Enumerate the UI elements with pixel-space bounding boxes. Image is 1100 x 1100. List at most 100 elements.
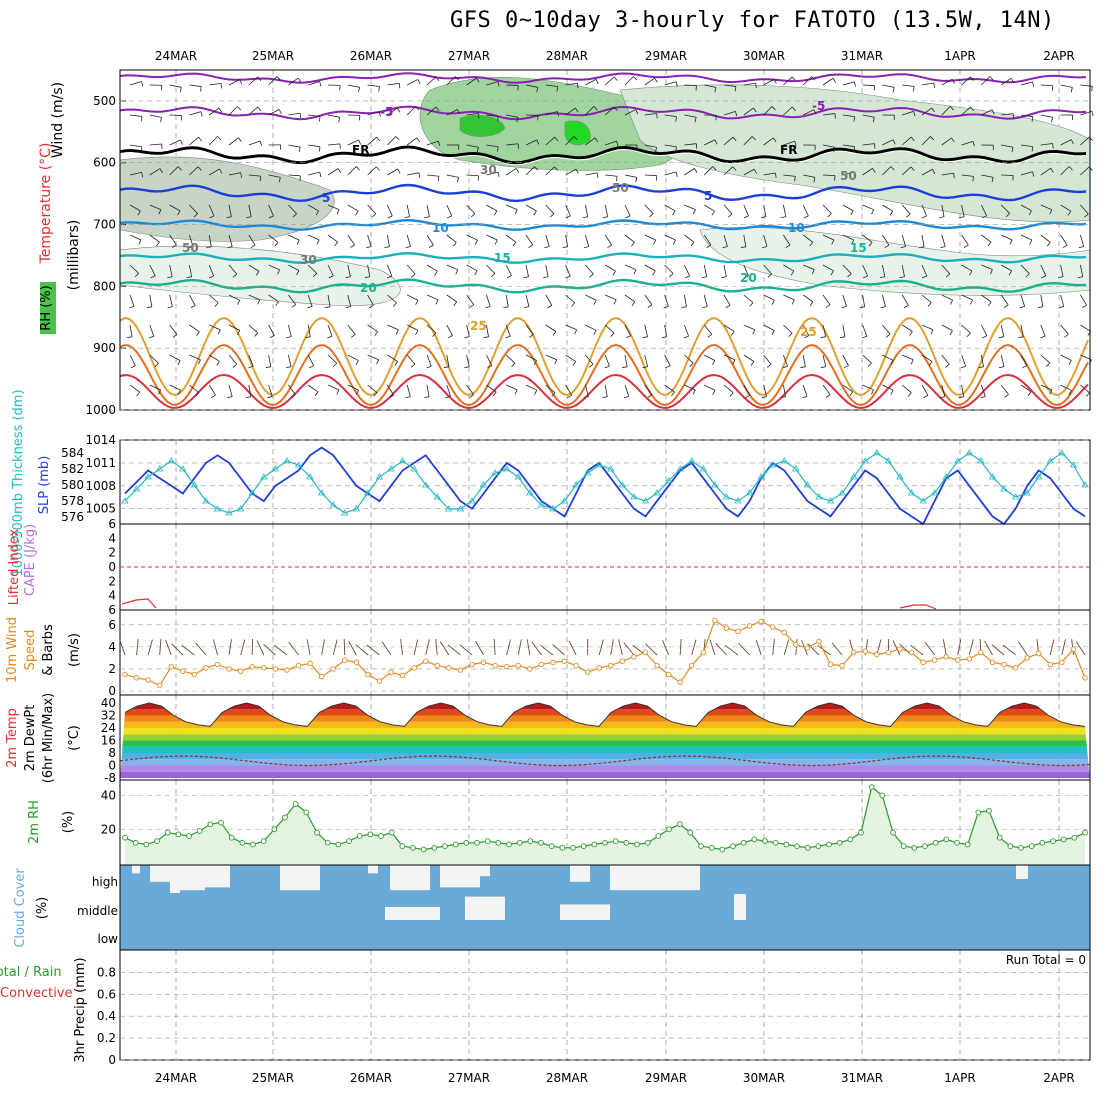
wind10-speed-point — [850, 649, 857, 656]
wind10-barb — [413, 639, 419, 656]
upper-wind-barb-flag — [853, 171, 856, 177]
wind10-speed-point — [874, 651, 880, 658]
wind10-barb — [691, 639, 697, 656]
upper-wind-barb — [1080, 204, 1089, 215]
rh2m-point — [484, 838, 491, 844]
upper-wind-barb — [803, 264, 815, 271]
upper-wind-barb — [882, 139, 894, 146]
upper-wind-barb — [387, 82, 400, 86]
thickness-marker — [294, 461, 303, 468]
wind10-speed-point — [330, 666, 336, 672]
upper-wind-barb — [822, 384, 831, 395]
wind10-speed-point — [527, 666, 533, 672]
upper-wind-barb-flag — [267, 396, 273, 399]
thickness-marker — [664, 477, 673, 484]
upper-wind-barb — [387, 264, 393, 277]
upper-wind-barb — [189, 324, 200, 332]
upper-wind-barb-flag — [371, 213, 377, 218]
upper-wind-barb — [347, 84, 360, 88]
upper-wind-barb-flag — [847, 273, 852, 278]
ylabel-temp-a: 2m Temp — [5, 708, 20, 768]
upper-wind-barb — [169, 384, 181, 391]
upper-wind-barb — [466, 324, 470, 337]
upper-wind-barb — [842, 114, 855, 118]
upper-wind-barb — [525, 166, 535, 176]
upper-wind-barb — [327, 294, 331, 307]
isotherm-5 — [119, 183, 1087, 203]
upper-wind-barb — [723, 264, 727, 277]
upper-wind-barb — [367, 84, 380, 87]
upper-wind-barb-flag — [820, 366, 826, 369]
upper-wind-barb — [525, 264, 529, 277]
upper-wind-barb-flag — [496, 146, 499, 152]
upper-wind-barb — [802, 76, 812, 86]
wind10-speed-point — [584, 669, 591, 676]
upper-wind-barb-flag — [933, 82, 935, 89]
wind10-barb — [425, 639, 430, 656]
upper-wind-barb-flag — [355, 210, 359, 216]
upper-wind-barb-flag — [476, 147, 479, 153]
upper-wind-barb-flag — [626, 335, 631, 339]
wind10-barb — [171, 643, 184, 656]
rh2m-area — [125, 787, 1085, 865]
upper-wind-barb-flag — [800, 366, 806, 368]
upper-wind-barb — [426, 234, 434, 246]
upper-wind-barb — [1040, 143, 1053, 146]
upper-wind-barb — [921, 384, 929, 396]
temp2m-line — [124, 702, 1086, 727]
upper-wind-barb-flag — [607, 244, 612, 249]
upper-wind-barb-flag — [839, 336, 846, 338]
upper-wind-barb — [644, 324, 648, 337]
upper-wind-barb-flag — [999, 366, 1005, 369]
upper-wind-barb — [882, 384, 894, 391]
rh2m-point — [207, 821, 214, 828]
upper-wind-barb — [783, 264, 794, 272]
rh-tick: 20 — [101, 822, 116, 836]
thickness-marker — [711, 481, 719, 488]
upper-wind-barb — [763, 354, 772, 365]
upper-wind-barb — [426, 264, 438, 272]
upper-wind-barb-flag — [378, 86, 380, 92]
upper-wind-barb — [822, 234, 835, 241]
upper-wind-barb-flag — [396, 107, 401, 113]
upper-wind-barb-flag — [610, 332, 615, 337]
wind10-speed-point — [226, 666, 232, 672]
upper-wind-barb-flag — [712, 360, 716, 366]
upper-wind-barb — [961, 354, 967, 367]
upper-wind-barb-flag — [960, 365, 966, 369]
upper-wind-barb — [842, 384, 853, 393]
upper-wind-barb-flag — [345, 306, 351, 309]
thickness-marker — [572, 481, 580, 488]
upper-wind-barb-flag — [751, 136, 756, 141]
upper-wind-barb-flag — [940, 246, 946, 249]
upper-wind-barb — [921, 264, 928, 277]
rh2m-point — [228, 834, 235, 841]
upper-wind-barb — [961, 76, 971, 86]
upper-wind-barb — [248, 294, 260, 301]
upper-wind-barb — [1040, 204, 1053, 211]
rh2m-point — [538, 839, 544, 846]
wind10-panel-frame — [119, 609, 1091, 696]
upper-wind-barb — [664, 81, 677, 86]
upper-wind-barb-flag — [899, 276, 905, 278]
upper-wind-barb-flag — [827, 213, 832, 218]
upper-wind-barb — [565, 107, 576, 116]
upper-wind-barb-flag — [631, 242, 635, 247]
upper-wind-barb — [169, 84, 182, 88]
upper-wind-barb-flag — [1064, 333, 1069, 338]
upper-wind-barb — [268, 384, 273, 397]
upper-wind-barb-flag — [831, 239, 835, 245]
upper-wind-barb — [921, 234, 925, 247]
upper-wind-barb-flag — [292, 213, 297, 218]
date-top-29MAR: 29MAR — [645, 49, 687, 63]
upper-wind-barb — [525, 294, 530, 307]
upper-wind-barb — [1080, 84, 1093, 87]
upper-wind-barb-flag — [949, 330, 953, 336]
ylabel-wind10-b: Speed — [23, 630, 38, 671]
wind10-barb — [447, 644, 461, 656]
upper-wind-barb-flag — [246, 216, 252, 219]
upper-wind-barb-flag — [188, 246, 194, 249]
upper-wind-barb-flag — [286, 336, 292, 339]
upper-wind-barb — [486, 264, 496, 274]
upper-wind-barb-flag — [1091, 86, 1093, 92]
